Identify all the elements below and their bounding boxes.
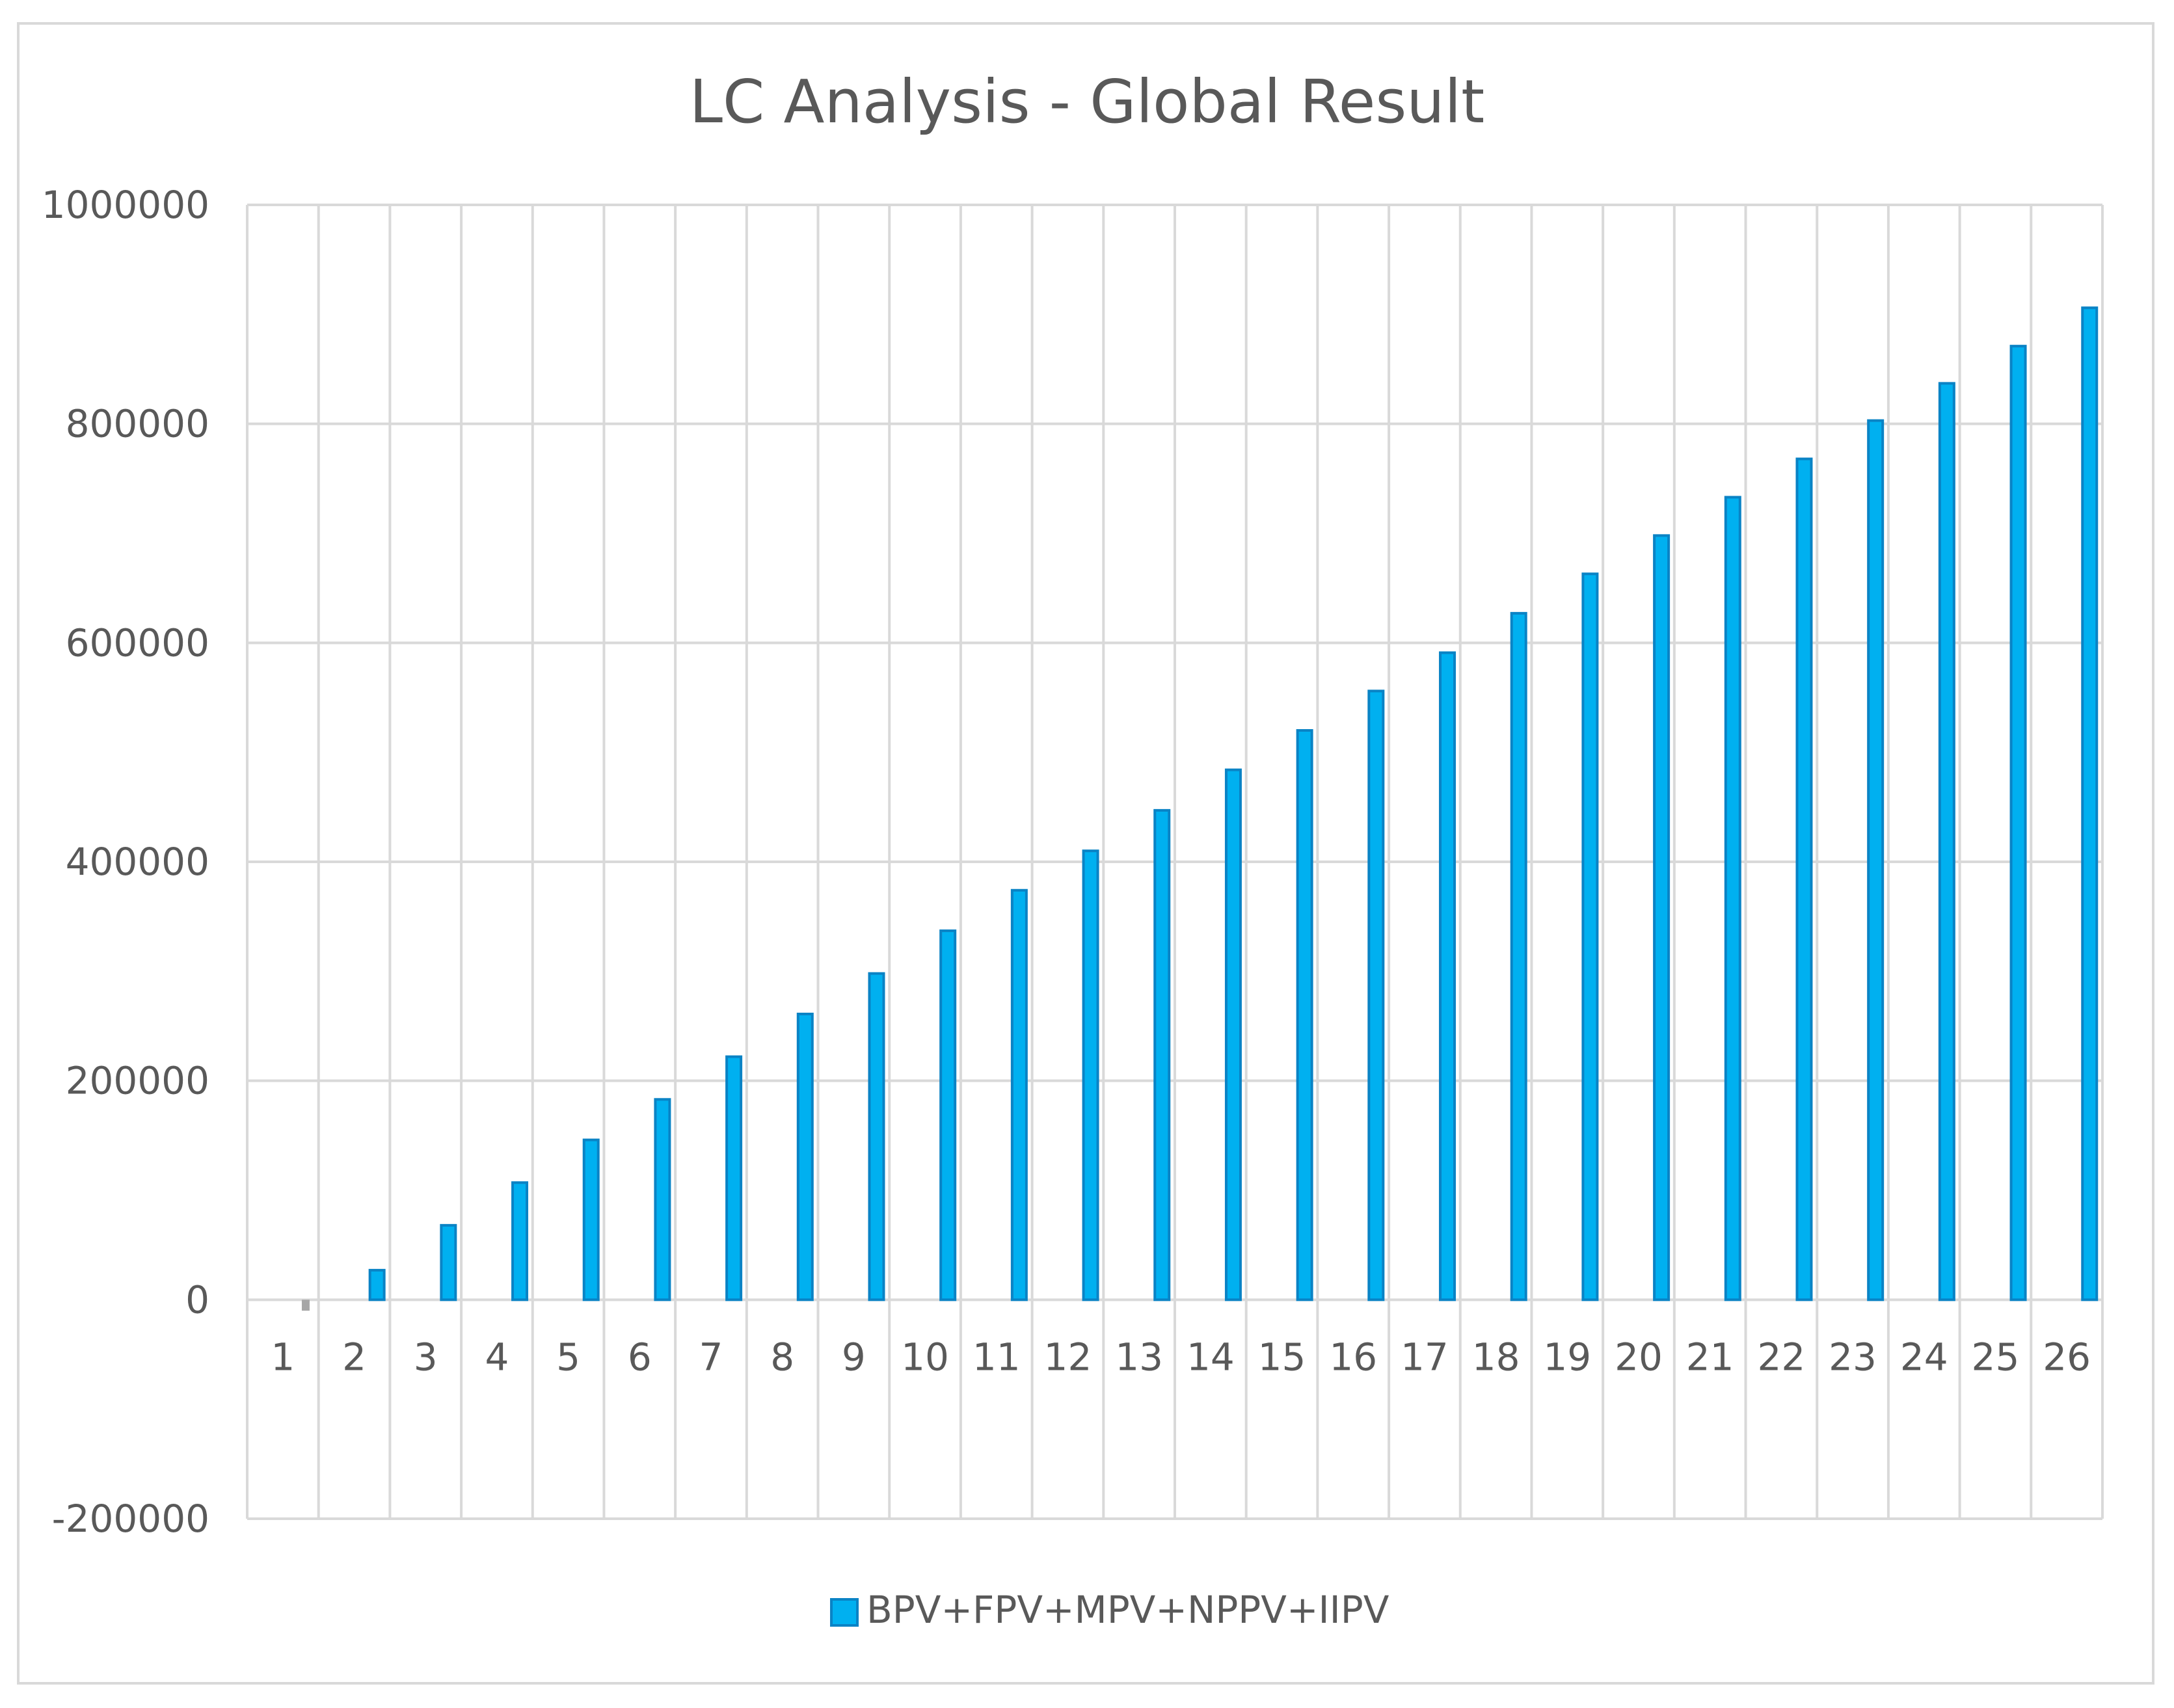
bar-5	[582, 1138, 600, 1301]
x-axis: 1 2 3 4 5 6 7 8 9 10 11 12 13 14 15 16 17 18 19 20 21 22 23 24 2…	[271, 1335, 2091, 1379]
x-tick-label: 17	[1401, 1335, 1449, 1379]
x-tick-label: 22	[1757, 1335, 1805, 1379]
bar-6	[654, 1098, 671, 1301]
x-tick-label: 11	[973, 1335, 1021, 1379]
bar-21	[1724, 496, 1741, 1301]
x-tick-label: 3	[414, 1335, 438, 1379]
x-tick-label: 10	[901, 1335, 949, 1379]
x-tick-label: 26	[2043, 1335, 2091, 1379]
bar-15	[1296, 729, 1313, 1301]
legend-swatch	[830, 1598, 859, 1627]
bar-19	[1581, 572, 1599, 1301]
x-tick-label: 8	[770, 1335, 794, 1379]
x-tick-label: 16	[1329, 1335, 1377, 1379]
bars	[301, 306, 2099, 1311]
y-tick-label: 400000	[66, 840, 209, 884]
bar-23	[1867, 419, 1885, 1301]
x-tick-label: 24	[1900, 1335, 1948, 1379]
x-tick-label: 13	[1115, 1335, 1163, 1379]
x-tick-label: 5	[556, 1335, 580, 1379]
bar-26	[2081, 306, 2099, 1301]
x-tick-label: 14	[1187, 1335, 1235, 1379]
x-tick-label: 20	[1615, 1335, 1663, 1379]
x-tick-label: 23	[1829, 1335, 1877, 1379]
y-tick-label: 600000	[66, 620, 209, 665]
bar-10	[939, 929, 957, 1301]
x-tick-label: 21	[1686, 1335, 1734, 1379]
x-tick-label: 12	[1044, 1335, 1092, 1379]
y-tick-label: -200000	[52, 1497, 209, 1541]
bar-2	[368, 1268, 386, 1301]
bar-13	[1153, 808, 1171, 1301]
x-tick-label: 19	[1543, 1335, 1591, 1379]
y-axis: 1000000 800000 600000 400000 200000 0 -200000	[42, 183, 209, 1541]
chart-title: LC Analysis - Global Result	[690, 67, 1484, 137]
bar-11	[1010, 888, 1028, 1301]
y-tick-label: 800000	[66, 402, 209, 446]
bar-1	[301, 1300, 310, 1311]
x-tick-label: 15	[1258, 1335, 1306, 1379]
bar-9	[868, 972, 885, 1301]
bar-4	[511, 1181, 529, 1301]
x-tick-label: 9	[842, 1335, 866, 1379]
bar-16	[1367, 689, 1385, 1301]
bar-18	[1510, 611, 1527, 1301]
bar-22	[1795, 457, 1813, 1301]
legend-label: BPV+FPV+MPV+NPPV+IIPV	[866, 1588, 1389, 1632]
bar-3	[440, 1223, 457, 1301]
x-tick-label: 18	[1472, 1335, 1520, 1379]
bar-7	[725, 1055, 743, 1301]
bar-25	[2009, 345, 2027, 1301]
x-tick-label: 7	[699, 1335, 723, 1379]
bar-17	[1439, 651, 1456, 1301]
bar-12	[1082, 849, 1099, 1301]
bar-20	[1653, 534, 1671, 1301]
x-tick-label: 4	[485, 1335, 509, 1379]
x-tick-label: 6	[628, 1335, 652, 1379]
x-tick-label: 25	[1972, 1335, 2020, 1379]
y-tick-label: 0	[185, 1277, 209, 1322]
bar-14	[1224, 768, 1242, 1301]
grid-lines	[246, 204, 2104, 1520]
bar-24	[1938, 382, 1955, 1301]
y-tick-label: 1000000	[42, 183, 209, 227]
y-tick-label: 200000	[66, 1059, 209, 1103]
x-tick-label: 1	[271, 1335, 295, 1379]
x-tick-label: 2	[342, 1335, 366, 1379]
bar-8	[796, 1012, 814, 1301]
legend: BPV+FPV+MPV+NPPV+IIPV	[830, 1588, 1389, 1632]
